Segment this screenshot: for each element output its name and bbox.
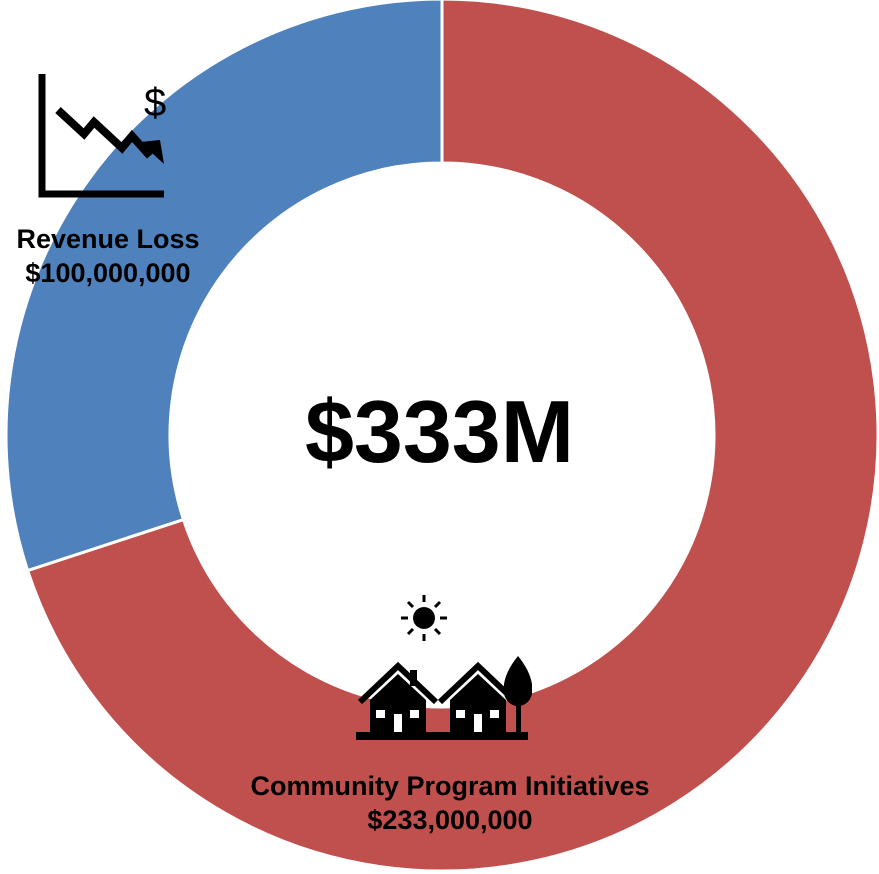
total-amount: $333M (304, 382, 575, 481)
houses-sun-tree-icon (356, 595, 532, 740)
revenue-loss-label: Revenue Loss $100,000,000 (0, 222, 218, 290)
ground-line (356, 732, 528, 740)
house-left-icon (357, 661, 439, 732)
revenue-loss-name: Revenue Loss (16, 224, 200, 254)
tree-icon (503, 656, 532, 734)
community-program-name: Community Program Initiatives (250, 771, 650, 801)
community-program-label: Community Program Initiatives $233,000,0… (180, 769, 720, 837)
slice-revenue-loss (4, 0, 444, 573)
sun-icon (401, 595, 447, 641)
slice-community-program-initiatives (25, 0, 879, 873)
community-program-value: $233,000,000 (367, 805, 533, 835)
declining-chart-dollar-icon: $ (38, 74, 166, 198)
revenue-loss-value: $100,000,000 (25, 258, 191, 288)
house-right-icon (437, 661, 519, 732)
svg-text:$: $ (144, 81, 166, 125)
